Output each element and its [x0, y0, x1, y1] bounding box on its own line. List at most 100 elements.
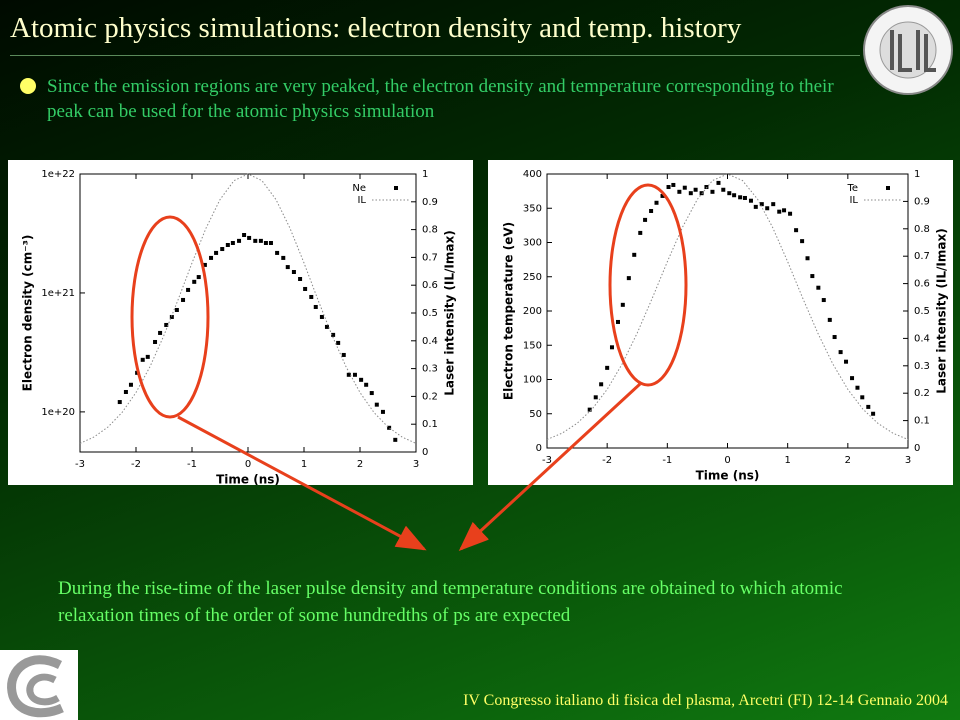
y2-axis-label: Laser intensity (IL/Imax) [935, 228, 949, 393]
title-rule [10, 55, 860, 56]
y2-tick-label: 0.9 [914, 196, 930, 207]
data-point [693, 187, 698, 192]
density-chart: -3 -2 -1 0 1 2 3 1e+20 1e+21 1e+22 0 0.1 0.2 0.3 0.4 0.… [8, 160, 473, 485]
y2-tick-label: 0.8 [422, 225, 438, 236]
data-point [626, 276, 631, 281]
data-point [710, 189, 715, 194]
data-point [788, 211, 793, 216]
y-tick-label: 400 [523, 169, 542, 180]
x-tick-label: -2 [131, 459, 141, 470]
y-tick-label: 0 [536, 443, 542, 454]
x-tick-label: -3 [542, 455, 552, 466]
intensity-line [546, 173, 909, 440]
x-tick-label: 0 [245, 459, 251, 470]
lab-logo [863, 5, 953, 95]
y2-tick-label: 0.1 [914, 416, 930, 427]
data-point [821, 298, 826, 303]
data-point [346, 372, 351, 377]
y2-tick-label: 0.3 [914, 361, 930, 372]
data-point [374, 402, 379, 407]
data-point [654, 200, 659, 205]
data-point [313, 304, 318, 309]
x-tick-label: 3 [905, 455, 911, 466]
data-point [253, 238, 258, 243]
data-point [677, 189, 682, 194]
data-point [738, 195, 743, 200]
y2-tick-label: 0.1 [422, 419, 438, 430]
y-tick-label: 250 [523, 272, 542, 283]
data-point [871, 411, 876, 416]
data-point [599, 382, 604, 387]
data-point [721, 187, 726, 192]
data-point [682, 185, 687, 190]
data-point [263, 240, 268, 245]
data-point [174, 307, 179, 312]
y2-tick-label: 0 [914, 443, 920, 454]
y-tick-label: 350 [523, 203, 542, 214]
data-point [285, 265, 290, 270]
y-tick-label: 1e+20 [41, 407, 75, 418]
x-tick-label: -3 [75, 459, 85, 470]
y2-tick-label: 0.2 [914, 388, 930, 399]
data-point [303, 286, 308, 291]
y2-tick-label: 0.7 [914, 251, 930, 262]
y2-tick-label: 1 [914, 169, 920, 180]
y2-tick-label: 0 [422, 447, 428, 458]
y-tick-label: 300 [523, 238, 542, 249]
data-point [140, 357, 145, 362]
data-point [649, 208, 654, 213]
data-point [771, 202, 776, 207]
y-tick-label: 200 [523, 306, 542, 317]
data-point [117, 400, 122, 405]
data-point [810, 274, 815, 279]
data-point [298, 276, 303, 281]
bullet-text: Since the emission regions are very peak… [47, 76, 834, 122]
data-point [638, 230, 643, 235]
data-point [258, 238, 263, 243]
data-point [281, 255, 286, 260]
data-point [759, 202, 764, 207]
y2-tick-label: 0.9 [422, 197, 438, 208]
data-point [331, 332, 336, 337]
data-point [699, 191, 704, 196]
data-point [794, 228, 799, 233]
data-point [855, 385, 860, 390]
y2-tick-label: 0.3 [422, 364, 438, 375]
data-point [169, 314, 174, 319]
data-point [593, 395, 598, 400]
data-point [202, 262, 207, 267]
data-point [704, 185, 709, 190]
temperature-chart: -3 -2 -1 0 1 2 305010015020025030035040000.10.… [488, 160, 953, 485]
x-tick-label: 1 [784, 455, 790, 466]
data-point [128, 382, 133, 387]
x-tick-label: -1 [662, 455, 672, 466]
data-point [688, 191, 693, 196]
y-tick-label: 50 [529, 409, 542, 420]
data-point [153, 339, 158, 344]
x-tick-label: -1 [187, 459, 197, 470]
data-point [605, 365, 610, 370]
data-point [753, 204, 758, 209]
data-point [716, 180, 721, 185]
note-text: During the rise-time of the laser pulse … [58, 578, 843, 626]
legend-label: Te [846, 183, 858, 194]
data-point [225, 242, 230, 247]
y-tick-label: 100 [523, 375, 542, 386]
data-point [369, 391, 374, 396]
y-tick-label: 1e+21 [41, 288, 75, 299]
y2-tick-label: 0.5 [914, 306, 930, 317]
data-point [827, 317, 832, 322]
data-point [620, 302, 625, 307]
data-point [844, 359, 849, 364]
x-axis-label: Time (ns) [216, 473, 280, 486]
data-point [732, 193, 737, 198]
data-point [324, 324, 329, 329]
y2-tick-label: 1 [422, 169, 428, 180]
data-point [220, 247, 225, 252]
data-point [237, 238, 242, 243]
legend-label: Ne [352, 183, 366, 194]
data-point [214, 250, 219, 255]
data-point [393, 437, 398, 442]
